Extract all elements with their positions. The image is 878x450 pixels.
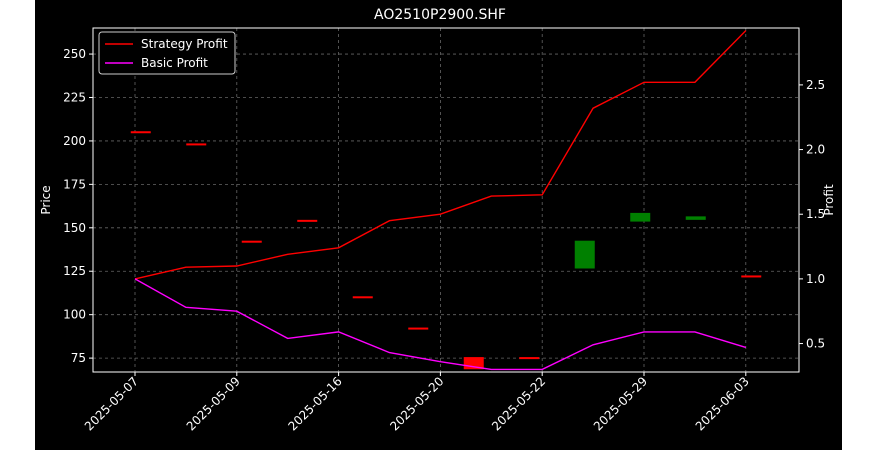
y-left-tick-label: 150 (63, 221, 86, 235)
candle (408, 327, 429, 330)
y-left-tick-label: 100 (63, 308, 86, 322)
y-right-tick-label: 2.0 (806, 143, 825, 157)
chart-figure: AO2510P2900.SHF 75 100 125 150 175 200 225 250 … (35, 0, 842, 450)
plot-frame (92, 27, 800, 373)
candle (352, 296, 373, 299)
y-right-tick-label: 0.5 (806, 337, 825, 351)
x-tick-label: 2025-05-20 (387, 374, 446, 433)
candle (519, 357, 540, 360)
y-left-tick-label: 200 (63, 134, 86, 148)
y-left-tick-label: 125 (63, 264, 86, 278)
legend: Strategy Profit Basic Profit (98, 31, 236, 75)
y-axis-left-label: Price (39, 185, 53, 214)
legend-label-strategy: Strategy Profit (141, 37, 228, 51)
y-left-tick-label: 75 (71, 351, 86, 365)
basic-profit-line (134, 278, 747, 371)
candle (574, 240, 595, 269)
x-axis: 2025-05-07 2025-05-09 2025-05-16 2025-05-20… (82, 372, 752, 433)
y-axis-right: 0.5 1.0 1.5 2.0 2.5 (799, 78, 825, 351)
chart-svg: AO2510P2900.SHF 75100125150175200225250 … (39, 7, 836, 433)
x-tick-label: 2025-06-03 (693, 374, 752, 433)
x-tick-label: 2025-05-16 (286, 374, 345, 433)
y-right-tick-label: 1.5 (806, 207, 825, 221)
y-left-tick-label: 225 (63, 90, 86, 104)
candle (186, 143, 207, 146)
candle (130, 131, 151, 134)
candle (630, 212, 651, 222)
candle (741, 275, 762, 278)
candles (130, 131, 762, 370)
legend-label-basic: Basic Profit (141, 56, 208, 70)
x-tick-label: 2025-05-09 (184, 374, 243, 433)
y-right-tick-label: 1.0 (806, 272, 825, 286)
x-tick-label: 2025-05-29 (591, 374, 650, 433)
y-left-tick-label: 175 (63, 177, 86, 191)
y-left-tick-label: 250 (63, 47, 86, 61)
y-right-tick-label: 2.5 (806, 78, 825, 92)
chart-title: AO2510P2900.SHF (374, 7, 506, 23)
profit-lines (134, 30, 747, 371)
x-tick-label: 2025-05-07 (82, 374, 141, 433)
x-tick-label: 2025-05-22 (489, 374, 548, 433)
grid (93, 28, 799, 372)
y-axis-right-label: Profit (822, 184, 836, 216)
y-axis-left: 75 100 125 150 175 200 225 250 (63, 47, 93, 365)
candle (297, 219, 318, 222)
candle (685, 216, 706, 220)
strategy-profit-line (134, 30, 747, 280)
candle (241, 240, 262, 243)
